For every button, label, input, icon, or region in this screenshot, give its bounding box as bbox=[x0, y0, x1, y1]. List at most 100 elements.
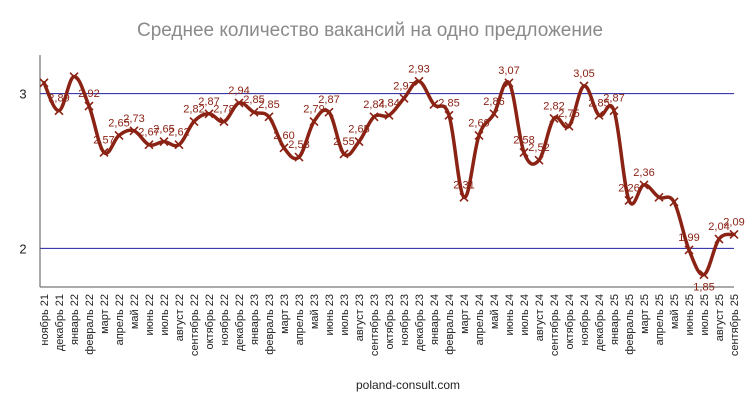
data-point-marker bbox=[624, 195, 634, 205]
data-point-marker bbox=[84, 101, 94, 111]
data-label: 2,85 bbox=[243, 94, 264, 106]
data-label: 2,58 bbox=[513, 134, 534, 146]
data-point-marker bbox=[249, 107, 259, 117]
data-markers bbox=[39, 72, 739, 280]
x-tick-label: август 25 bbox=[714, 294, 726, 341]
data-label: 2,62 bbox=[168, 127, 189, 139]
data-point-marker bbox=[609, 106, 619, 116]
data-point-marker bbox=[504, 78, 514, 88]
x-tick-label: январь 22 bbox=[69, 294, 81, 345]
data-point-marker bbox=[339, 149, 349, 159]
x-tick-label: ноябрь 23 bbox=[399, 294, 411, 346]
data-label: 2,94 bbox=[228, 85, 249, 97]
data-label: 2,65 bbox=[153, 124, 174, 136]
x-tick-label: май 25 bbox=[669, 294, 681, 329]
data-label: 2,31 bbox=[453, 179, 474, 191]
x-tick-label: ноябрь 22 bbox=[219, 294, 231, 346]
data-label: 2,55 bbox=[333, 136, 354, 148]
data-label: 2,82 bbox=[543, 100, 564, 112]
data-point-marker bbox=[54, 106, 64, 116]
data-label: 2,84 bbox=[378, 97, 399, 109]
x-tick-label: апрель 22 bbox=[114, 294, 126, 345]
data-label: 3,05 bbox=[573, 68, 594, 80]
data-point-marker bbox=[429, 99, 439, 110]
data-label: 2,52 bbox=[528, 142, 549, 154]
x-tick-label: март 24 bbox=[459, 294, 471, 334]
x-tick-label: октябрь 24 bbox=[564, 294, 576, 350]
x-tick-label: август 22 bbox=[174, 294, 186, 341]
x-tick-label: февраль 22 bbox=[84, 294, 96, 355]
x-tick-label: июль 23 bbox=[339, 294, 351, 336]
data-point-marker bbox=[669, 197, 679, 207]
source-label: poland-consult.com bbox=[356, 378, 460, 392]
data-point-marker bbox=[204, 109, 214, 119]
data-label: 2,87 bbox=[318, 94, 339, 106]
data-label: 2,65 bbox=[348, 124, 369, 136]
x-tick-label: июль 25 bbox=[699, 294, 711, 336]
data-point-marker bbox=[384, 110, 394, 120]
data-point-marker bbox=[684, 245, 694, 255]
y-tick-label: 3 bbox=[19, 87, 26, 102]
data-point-marker bbox=[414, 76, 424, 86]
y-axis-ticks: 23 bbox=[19, 87, 26, 257]
data-label: 2,93 bbox=[408, 63, 429, 75]
data-point-marker bbox=[234, 98, 244, 108]
data-point-marker bbox=[444, 110, 454, 120]
data-point-marker bbox=[189, 116, 199, 127]
data-point-marker bbox=[174, 140, 184, 150]
x-tick-label: май 22 bbox=[129, 294, 141, 329]
data-label: 2,86 bbox=[483, 96, 504, 108]
x-axis-ticks: ноябрь 21 декабрь 21 январь 22 февраль 22 ма… bbox=[39, 294, 741, 356]
data-point-marker bbox=[369, 112, 379, 122]
data-labels: 2,89 2,922,572,652,732,672,652,622,822,87… bbox=[48, 63, 744, 293]
data-point-marker bbox=[399, 93, 409, 103]
data-point-marker bbox=[654, 192, 664, 202]
x-tick-label: май 24 bbox=[489, 294, 501, 329]
data-point-marker bbox=[279, 143, 289, 153]
x-tick-label: июль 22 bbox=[159, 294, 171, 336]
x-tick-label: сентябрь 23 bbox=[369, 294, 381, 356]
data-point-marker bbox=[324, 107, 334, 117]
data-point-marker bbox=[729, 229, 739, 239]
data-label: 2,79 bbox=[303, 104, 324, 116]
data-label: 2,85 bbox=[438, 97, 459, 109]
data-label: 2,97 bbox=[393, 80, 414, 92]
x-tick-label: май 23 bbox=[309, 294, 321, 329]
x-tick-label: февраль 25 bbox=[624, 294, 636, 355]
data-label: 2,85 bbox=[258, 99, 279, 111]
data-label: 2,78 bbox=[213, 104, 234, 116]
data-point-marker bbox=[294, 152, 304, 162]
x-tick-label: март 22 bbox=[99, 294, 111, 334]
data-label: 2,84 bbox=[363, 99, 384, 111]
data-point-marker bbox=[159, 137, 169, 147]
data-label: 2,36 bbox=[633, 167, 654, 179]
data-label: 2,04 bbox=[708, 221, 729, 233]
x-tick-label: март 25 bbox=[639, 294, 651, 334]
data-point-marker bbox=[579, 81, 589, 91]
data-label: 2,87 bbox=[198, 96, 219, 108]
x-tick-label: июнь 24 bbox=[504, 294, 516, 336]
data-point-marker bbox=[549, 113, 559, 123]
x-tick-label: апрель 24 bbox=[474, 294, 486, 345]
data-point-marker bbox=[594, 110, 604, 120]
data-label: 2,69 bbox=[468, 117, 489, 129]
chart-title: Среднее количество вакансий на одно пред… bbox=[137, 20, 603, 41]
data-label: 2,57 bbox=[93, 134, 114, 146]
data-point-marker bbox=[69, 72, 79, 82]
data-point-marker bbox=[99, 147, 109, 158]
x-tick-label: декабрь 23 bbox=[414, 294, 426, 351]
gridlines bbox=[40, 93, 734, 249]
x-tick-label: январь 25 bbox=[609, 294, 621, 345]
x-tick-label: ноябрь 24 bbox=[579, 294, 591, 346]
data-label: 2,53 bbox=[288, 139, 309, 151]
data-label: 2,67 bbox=[138, 127, 159, 139]
data-point-marker bbox=[354, 137, 364, 147]
data-point-marker bbox=[519, 147, 529, 158]
x-tick-label: октябрь 22 bbox=[204, 294, 216, 350]
x-tick-label: июнь 22 bbox=[144, 294, 156, 336]
x-tick-label: март 23 bbox=[279, 294, 291, 334]
data-point-marker bbox=[129, 126, 139, 136]
data-label: 2,60 bbox=[273, 130, 294, 142]
x-tick-label: февраль 24 bbox=[444, 294, 456, 355]
x-tick-label: сентябрь 24 bbox=[549, 294, 561, 356]
